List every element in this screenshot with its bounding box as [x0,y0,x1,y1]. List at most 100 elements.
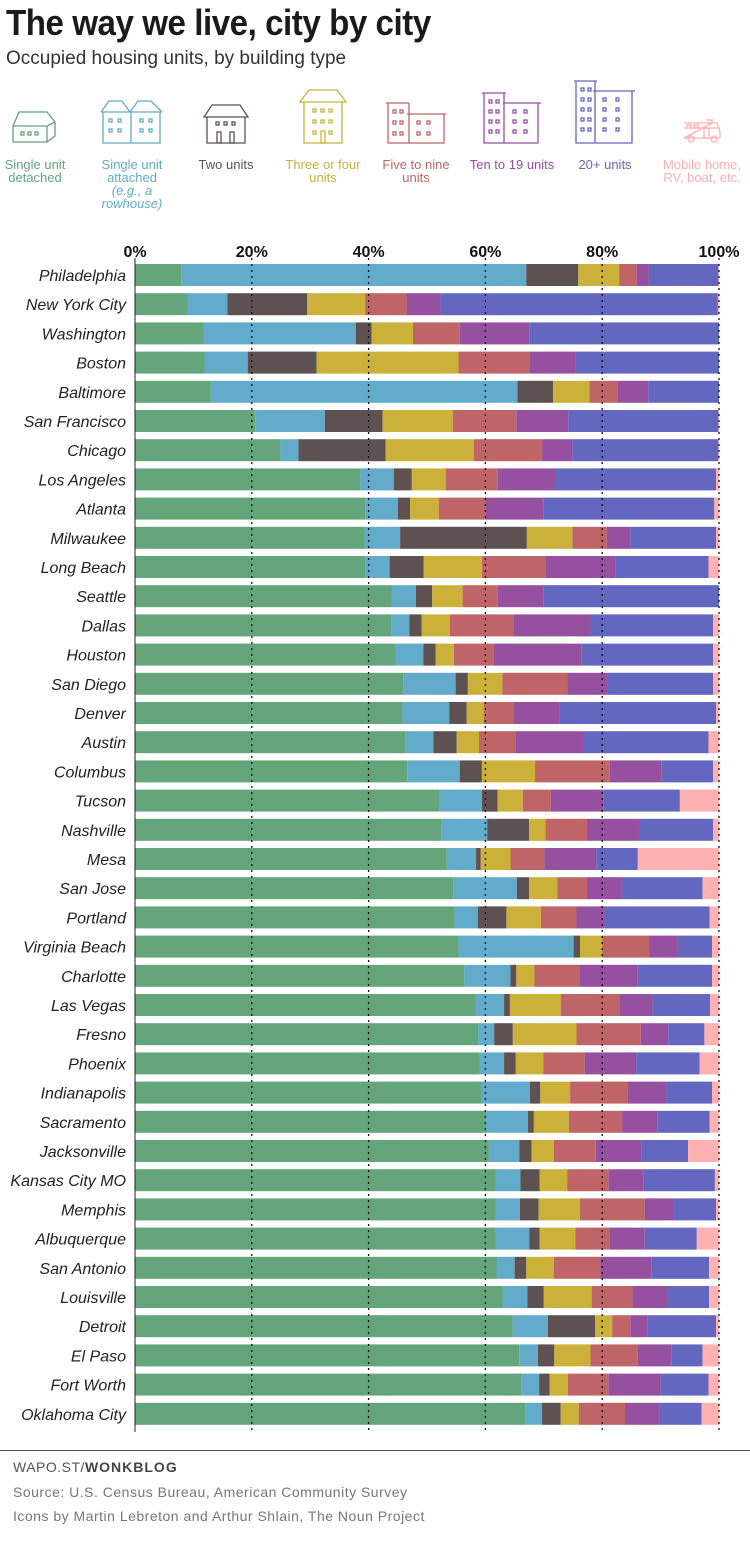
bar-segment-0 [135,1344,520,1367]
city-label: Jacksonville [39,1144,126,1161]
bar-segment-6 [555,468,717,491]
bar-segment-1 [402,702,450,724]
bar-segment-7 [716,702,719,724]
bar-segment-1 [521,1373,540,1396]
legend-item-five-nine: Five to nine units [368,84,464,184]
bar-segment-5 [542,439,573,462]
bar-segment-5 [584,1052,637,1075]
bar-segment-2 [481,789,498,812]
city-label: Dallas [82,618,126,635]
bar-segment-1 [365,556,390,578]
bar-segment-6 [644,1227,697,1250]
bar-segment-0 [135,935,459,958]
bar-segment-7 [699,1052,719,1075]
bar-segment-1 [488,1140,520,1162]
bar-segment-2 [433,731,457,754]
bar-segment-7 [702,877,719,900]
bar-segment-1 [391,585,416,608]
bar-segment-7 [714,1169,719,1192]
bar-segment-1 [458,935,574,958]
bar-segment-4 [438,497,486,520]
bar-segment-2 [510,964,517,987]
bar-segment-2 [573,935,581,958]
city-label: Milwaukee [50,531,126,548]
bar-segment-1 [441,818,488,841]
bar-segment-6 [603,789,680,812]
bar-segment-3 [539,1227,576,1250]
bar-segment-1 [446,848,477,870]
bar-segment-2 [393,468,412,491]
bar-segment-4 [591,1286,633,1308]
city-label: Detroit [79,1319,127,1336]
bar-segment-3 [506,906,541,929]
bar-segment-3 [480,848,511,870]
city-label: Mesa [87,852,126,869]
bar-segment-7 [713,643,719,666]
bar-segment-6 [604,906,710,929]
small-apartment-icon [299,89,347,144]
bar-segment-6 [648,380,719,403]
bar-segment-5 [632,1286,668,1308]
x-tick-label: 20% [236,244,268,261]
bar-segment-5 [529,351,576,374]
bar-segment-2 [298,439,386,462]
bar-segment-7 [708,731,719,754]
bar-segment-0 [135,1023,479,1046]
bar-segment-0 [135,1256,497,1279]
bar-segment-3 [578,264,620,286]
bar-segment-7 [679,789,719,812]
legend-item-single-attached: Single unit attached (e.g., a rowhouse) [84,84,180,210]
bar-segment-2 [494,1023,513,1046]
bar-segment-6 [643,1169,715,1192]
bar-segment-7 [688,1140,719,1162]
bar-segment-2 [355,322,372,345]
city-label: Houston [66,648,126,665]
bar-segment-5 [600,1256,652,1279]
bar-segment-6 [637,964,712,987]
bar-segment-0 [135,1402,526,1425]
bar-segment-4 [589,380,618,403]
bar-segment-4 [580,1198,645,1221]
legend-label: 20+ units [578,157,632,172]
bar-segment-6 [668,1023,705,1046]
bar-segment-7 [708,1373,719,1396]
bar-segment-0 [135,1110,486,1133]
city-label: Columbus [54,764,126,781]
bar-segment-1 [481,1081,530,1104]
bar-segment-6 [559,702,717,724]
bar-segment-2 [504,1052,516,1075]
bar-segment-7 [711,1081,719,1104]
bar-segment-6 [659,1402,702,1425]
bar-segment-1 [496,1256,515,1279]
bar-segment-6 [440,293,718,316]
city-label: Tucson [75,794,126,811]
city-label: Los Angeles [39,472,126,489]
rowhouse-icon [100,100,163,144]
bar-segment-3 [529,877,558,900]
bar-segment-1 [519,1344,538,1367]
bar-segment-3 [538,1198,581,1221]
bar-segment-0 [135,468,361,491]
bar-segment-0 [135,556,366,578]
bar-segment-1 [464,964,511,987]
bar-segment-7 [702,1344,719,1367]
bar-segment-0 [135,585,392,608]
city-label: Long Beach [41,560,127,577]
city-label: San Antonio [39,1261,126,1278]
bar-segment-3 [371,322,413,345]
bar-segment-4 [458,351,530,374]
bar-segment-5 [595,1140,642,1162]
bar-segment-6 [615,556,709,578]
bar-segment-4 [445,468,498,491]
bar-segment-7 [708,556,719,578]
bar-segment-5 [497,468,556,491]
bar-segment-7 [716,468,719,491]
bar-segment-5 [609,760,662,783]
bar-segment-2 [409,614,422,637]
bar-segment-3 [554,1344,591,1367]
brand-suffix: WONKBLOG [84,1459,178,1475]
bar-segment-1 [187,293,228,316]
bar-segment-3 [497,789,523,812]
bar-segment-7 [709,1110,719,1133]
legend-label: Five to nine units [382,157,450,185]
